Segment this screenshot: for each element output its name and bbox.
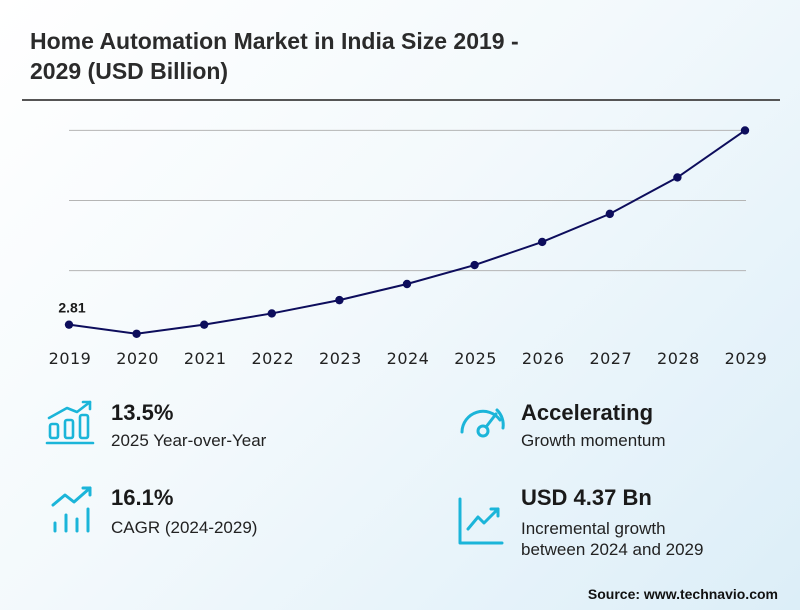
line-chart-up-icon xyxy=(458,497,504,545)
x-tick-label: 2020 xyxy=(116,349,159,368)
x-tick-label: 2023 xyxy=(319,349,362,368)
x-tick-label: 2024 xyxy=(387,349,430,368)
data-point xyxy=(605,209,614,219)
data-label: 2.81 xyxy=(58,300,85,316)
gauge-icon xyxy=(460,408,505,438)
data-point xyxy=(470,260,479,270)
metric-label: 2025 Year-over-Year xyxy=(111,431,267,450)
series-line xyxy=(68,129,746,335)
x-tick-label: 2027 xyxy=(589,349,632,368)
x-tick-label: 2021 xyxy=(184,349,227,368)
line-chart: 2.81 2019 2020 2021 2022 2023 2024 2025 2026 202… xyxy=(49,126,768,368)
gridlines xyxy=(69,129,746,272)
title-line-2: 2029 (USD Billion) xyxy=(30,58,229,84)
title-divider xyxy=(22,99,780,101)
x-axis-ticks: 2019 2020 2021 2022 2023 2024 2025 2026 2027 2028… xyxy=(49,349,768,368)
metric-label-line-1: Incremental growth xyxy=(521,519,666,538)
data-point xyxy=(740,126,750,135)
title-line-1: Home Automation Market in India Size 201… xyxy=(30,28,519,54)
x-tick-label: 2029 xyxy=(725,349,768,368)
series-line-layer xyxy=(68,129,746,335)
data-labels: 2.81 xyxy=(58,300,85,316)
metric-label-line-2: between 2024 and 2029 xyxy=(521,540,704,559)
x-tick-label: 2028 xyxy=(657,349,700,368)
data-point xyxy=(538,237,547,247)
data-point xyxy=(132,329,141,338)
chart-title: Home Automation Market in India Size 201… xyxy=(30,26,670,86)
data-points xyxy=(64,126,750,338)
data-point xyxy=(402,279,412,289)
data-point xyxy=(673,173,682,182)
data-point xyxy=(64,320,74,329)
metric-label: CAGR (2024-2029) xyxy=(111,518,258,537)
metric-label: Growth momentum xyxy=(521,431,666,450)
metric-value: Accelerating xyxy=(521,400,654,425)
data-point xyxy=(267,309,276,318)
x-tick-label: 2019 xyxy=(49,349,92,368)
x-tick-label: 2022 xyxy=(251,349,294,368)
metric-label: Incremental growth between 2024 and 2029 xyxy=(521,518,703,560)
metric-value: 13.5% xyxy=(111,400,174,425)
data-point xyxy=(335,295,344,305)
metric-value: 16.1% xyxy=(111,485,174,510)
x-tick-label: 2026 xyxy=(522,349,565,368)
bar-chart-growth-icon xyxy=(45,400,95,445)
x-tick-label: 2025 xyxy=(454,349,497,368)
trend-bars-icon xyxy=(51,486,92,533)
metric-value: USD 4.37 Bn xyxy=(521,485,652,510)
source-credit: Source: www.technavio.com xyxy=(587,586,778,602)
data-point xyxy=(200,320,209,329)
